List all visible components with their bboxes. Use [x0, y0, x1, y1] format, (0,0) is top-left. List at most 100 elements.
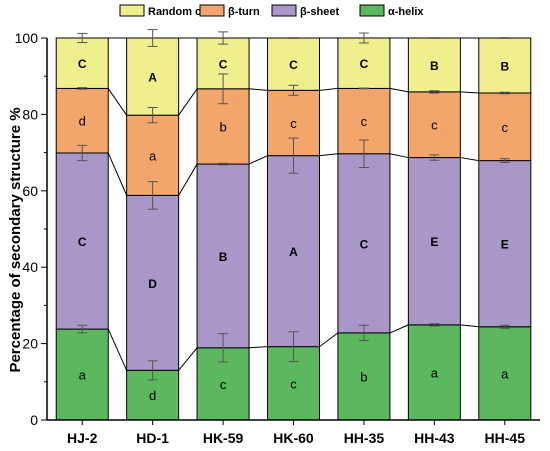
bar-hk-60-beta-sheet: [267, 155, 320, 348]
letter-hd-1-beta-sheet: D: [148, 277, 157, 291]
letter-hh-43-alpha-helix: a: [431, 365, 439, 380]
error-bar-hk-60-beta-turn: [288, 84, 299, 96]
legend-item-random-coil: Random coil: [119, 4, 214, 18]
error-bar-hh-35-random-coil: [358, 32, 369, 44]
error-bar-hh-45-beta-turn: [499, 91, 510, 95]
x-tick-label-hj-2: HJ-2: [67, 430, 98, 446]
connector-beta-turn-1: [107, 88, 128, 116]
error-bar-hh-45-alpha-helix: [499, 324, 510, 329]
letter-hj-2-random-coil: C: [78, 57, 87, 71]
connector-beta-turn-6: [460, 91, 479, 94]
connector-beta-sheet-1: [107, 152, 128, 196]
error-bar-hj-2-beta-sheet: [77, 144, 88, 162]
legend-swatch-alpha-helix: [359, 4, 385, 17]
y-tick-label-20: 20: [22, 336, 38, 352]
error-bar-hh-35-beta-sheet: [358, 139, 369, 168]
chart-legend: Random coil β-turn β-sheet α-helix: [119, 4, 424, 18]
error-bar-hk-60-beta-sheet: [288, 137, 299, 174]
y-axis-label: Percentage of secondary structure %: [7, 107, 24, 372]
error-bar-hd-1-alpha-helix: [147, 360, 158, 381]
legend-swatch-beta-turn: [199, 4, 225, 17]
legend-swatch-random-coil: [119, 4, 145, 17]
bar-hj-2-alpha-helix: [55, 328, 109, 421]
legend-swatch-beta-sheet: [271, 4, 297, 17]
letter-hh-35-beta-turn: c: [361, 114, 368, 129]
letter-hk-60-beta-sheet: A: [289, 245, 298, 259]
connector-beta-turn-4: [319, 87, 338, 91]
legend-label-random-coil: Random coil: [148, 6, 214, 18]
letter-hk-59-random-coil: C: [219, 57, 228, 71]
connector-alpha-helix-6: [460, 324, 479, 328]
y-tick-label-80: 80: [22, 106, 38, 122]
error-bar-hk-59-beta-sheet: [218, 162, 229, 166]
error-bar-hk-59-random-coil: [218, 31, 229, 45]
x-tick-label-hh-45: HH-45: [485, 430, 526, 446]
letter-hj-2-beta-sheet: C: [78, 235, 87, 249]
connector-alpha-helix-4: [319, 332, 339, 348]
x-tick-label-hh-43: HH-43: [414, 430, 455, 446]
connector-alpha-helix-3: [249, 346, 268, 349]
letter-hh-45-random-coil: B: [500, 60, 509, 74]
letter-hk-60-random-coil: C: [289, 58, 298, 72]
error-bar-hk-60-alpha-helix: [288, 331, 299, 363]
error-bar-hk-59-beta-turn: [218, 73, 229, 105]
letter-hk-60-alpha-helix: c: [290, 376, 297, 391]
bar-hh-45-beta-sheet: [478, 160, 532, 328]
connector-alpha-helix-5: [389, 324, 409, 334]
bar-hj-2-beta-turn: [55, 87, 109, 154]
error-bar-hh-43-random-coil: [429, 37, 440, 39]
letter-hh-43-random-coil: B: [430, 59, 439, 73]
legend-item-beta-sheet: β-sheet: [271, 4, 339, 18]
error-bar-hh-35-alpha-helix: [358, 324, 369, 342]
letter-hj-2-alpha-helix: a: [79, 368, 87, 383]
y-tick-label-40: 40: [22, 259, 38, 275]
letter-hd-1-beta-turn: a: [149, 148, 157, 163]
error-bar-hh-43-beta-sheet: [429, 154, 440, 161]
connector-beta-sheet-2: [178, 163, 198, 196]
bar-hk-59-beta-sheet: [196, 163, 250, 349]
letter-hk-60-beta-turn: c: [290, 116, 297, 131]
bar-hh-45-random-coil: [478, 37, 532, 94]
connector-alpha-helix-1: [107, 328, 128, 371]
legend-label-alpha-helix: α-helix: [388, 6, 424, 18]
bar-hj-2-beta-sheet: [55, 152, 109, 330]
connector-alpha-helix-2: [178, 347, 198, 371]
x-tick-label-hh-35: HH-35: [344, 430, 385, 446]
connector-beta-turn-3: [249, 88, 268, 91]
error-bar-hh-45-beta-sheet: [499, 158, 510, 164]
letter-hk-59-beta-sheet: B: [219, 250, 228, 264]
connector-beta-sheet-4: [319, 153, 338, 157]
x-tick-label-hk-59: HK-59: [203, 430, 244, 446]
letter-hh-35-alpha-helix: b: [360, 369, 367, 384]
stack-connector-lines: [107, 37, 479, 371]
bar-hh-43-beta-sheet: [407, 157, 461, 326]
y-tick-label-0: 0: [30, 412, 38, 428]
bar-hh-43-random-coil: [407, 37, 461, 93]
error-bar-hk-59-alpha-helix: [218, 333, 229, 363]
error-bar-hh-43-alpha-helix: [429, 323, 440, 327]
y-tick-label-60: 60: [22, 183, 38, 199]
error-bar-hh-45-random-coil: [499, 37, 510, 39]
letter-hk-59-beta-turn: b: [219, 119, 226, 134]
error-bar-hj-2-beta-turn: [77, 87, 88, 90]
error-bar-hd-1-beta-turn: [147, 107, 158, 124]
error-bar-hj-2-alpha-helix: [77, 324, 88, 334]
legend-item-alpha-helix: α-helix: [359, 4, 424, 18]
letter-hh-43-beta-turn: c: [431, 118, 438, 133]
error-bar-hd-1-beta-sheet: [147, 181, 158, 210]
legend-item-beta-turn: β-turn: [199, 4, 260, 18]
y-tick-label-100: 100: [15, 30, 39, 46]
connector-beta-turn-2: [178, 88, 198, 116]
bar-hh-35-random-coil: [337, 37, 391, 89]
letter-hd-1-alpha-helix: d: [149, 388, 156, 403]
error-bar-hh-35-beta-turn: [358, 87, 369, 90]
x-tick-label-hk-60: HK-60: [273, 430, 314, 446]
x-tick-label-hd-1: HD-1: [136, 430, 169, 446]
error-bars: [77, 29, 510, 381]
bar-hh-45-beta-turn: [478, 92, 532, 162]
connector-beta-sheet-6: [460, 157, 479, 162]
error-bar-hk-60-random-coil: [288, 37, 299, 39]
letter-hh-45-beta-turn: c: [502, 120, 509, 135]
error-bar-hh-43-beta-turn: [429, 90, 440, 94]
bar-hh-43-alpha-helix: [407, 324, 461, 421]
